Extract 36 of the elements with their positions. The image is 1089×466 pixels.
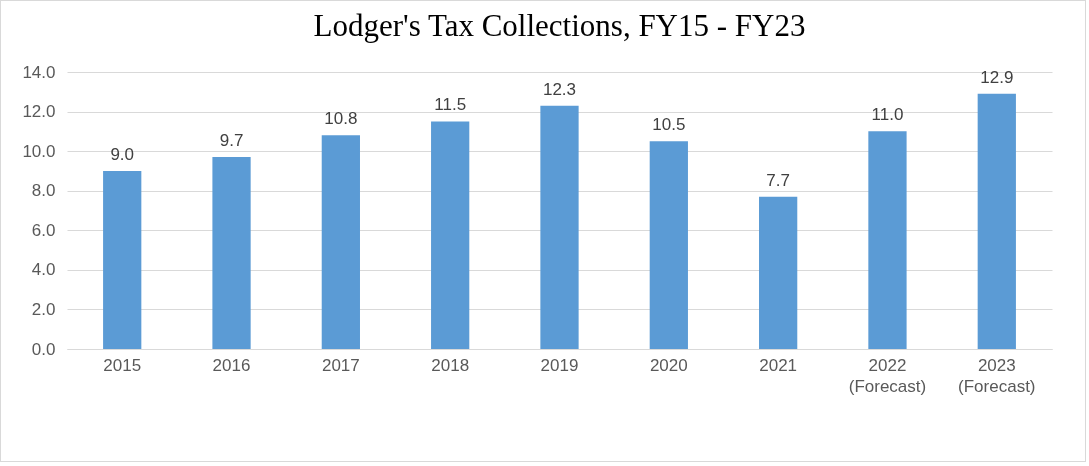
x-tick-label: 2017 bbox=[321, 355, 360, 375]
x-tick-label: 2020 bbox=[649, 355, 688, 375]
data-label: 11.5 bbox=[434, 95, 467, 115]
y-tick-label: 14.0 bbox=[22, 62, 56, 82]
data-label: 7.7 bbox=[766, 170, 790, 190]
data-label: 9.0 bbox=[110, 144, 135, 164]
bar bbox=[103, 170, 142, 349]
x-tick-label: 2023 (Forecast) bbox=[958, 355, 1036, 396]
x-tick-label: 2019 bbox=[540, 355, 579, 375]
x-tick-label: 2022 (Forecast) bbox=[848, 355, 927, 396]
bar bbox=[431, 121, 470, 349]
x-tick-label: 2015 bbox=[103, 355, 142, 375]
y-tick-label: 6.0 bbox=[31, 220, 56, 240]
bar bbox=[649, 141, 688, 349]
chart-title: Lodger's Tax Collections, FY15 - FY23 bbox=[313, 8, 806, 43]
x-tick-label: 2016 bbox=[212, 355, 251, 375]
data-label: 12.3 bbox=[542, 79, 577, 99]
data-label: 10.8 bbox=[324, 109, 358, 129]
bar bbox=[868, 131, 907, 349]
y-tick-label: 8.0 bbox=[31, 181, 56, 201]
bar bbox=[759, 196, 798, 349]
y-tick-label: 12.0 bbox=[22, 102, 56, 122]
bar bbox=[212, 157, 251, 349]
bar bbox=[540, 105, 579, 349]
data-label: 12.9 bbox=[980, 67, 1014, 87]
y-tick-label: 10.0 bbox=[22, 141, 56, 161]
data-label: 10.5 bbox=[652, 115, 686, 135]
bar bbox=[321, 135, 360, 349]
bar bbox=[977, 93, 1016, 349]
y-tick-label: 2.0 bbox=[31, 299, 56, 319]
data-label: 11.0 bbox=[871, 105, 904, 125]
data-label: 9.7 bbox=[219, 131, 244, 151]
y-tick-label: 4.0 bbox=[31, 260, 56, 280]
x-tick-label: 2018 bbox=[431, 355, 470, 375]
y-tick-label: 0.0 bbox=[31, 339, 56, 359]
x-tick-label: 2021 bbox=[759, 355, 798, 375]
